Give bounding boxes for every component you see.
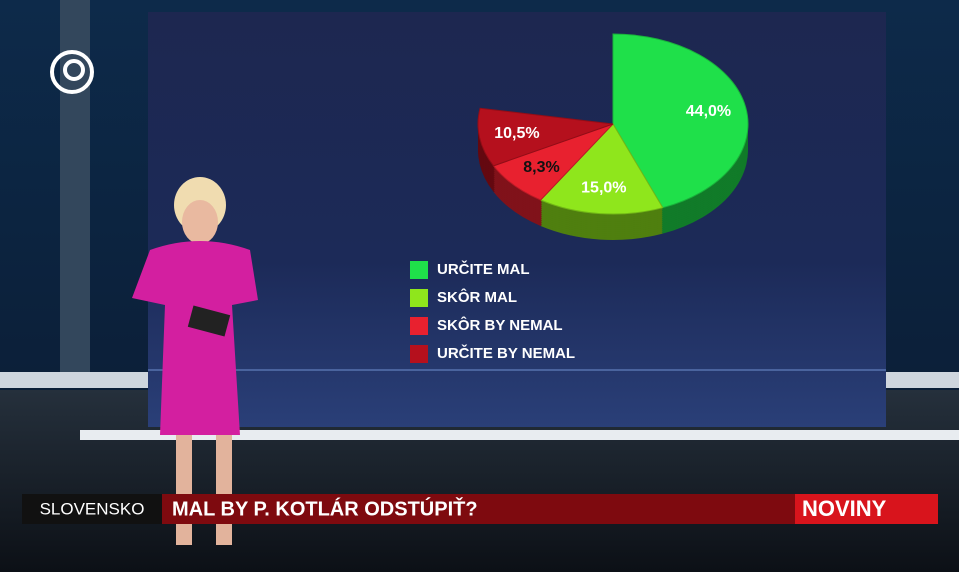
- legend-label: SKÔR MAL: [437, 288, 517, 306]
- stage-edge: [80, 430, 959, 440]
- pie-slice: [477, 107, 614, 167]
- presenter: [132, 177, 258, 545]
- legend-swatch: [410, 261, 428, 279]
- data-label: 10,5%: [494, 125, 539, 142]
- channel-logo: NOVINY: [802, 496, 887, 521]
- legend-label: URČITE MAL: [437, 260, 530, 278]
- legend-swatch: [410, 317, 428, 335]
- lower-third: SLOVENSKO MAL BY P. KOTLÁR ODSTÚPIŤ? NOV…: [22, 494, 938, 524]
- data-label: 44,0%: [686, 103, 731, 120]
- legend-swatch: [410, 289, 428, 307]
- legend-label: URČITE BY NEMAL: [437, 344, 575, 362]
- video-wall: [148, 12, 886, 427]
- pie-chart: 44,0% 15,0% 8,3% 10,5%: [477, 33, 749, 241]
- legend: URČITE MAL SKÔR MAL SKÔR BY NEMAL URČITE BY…: [410, 260, 575, 363]
- pie-slice: [539, 123, 664, 215]
- data-label: 15,0%: [581, 180, 626, 197]
- pie-slice: [612, 33, 749, 209]
- section-label: SLOVENSKO: [40, 499, 145, 518]
- channel-icon: [50, 50, 94, 94]
- data-label: 8,3%: [523, 159, 559, 176]
- legend-label: SKÔR BY NEMAL: [437, 316, 563, 334]
- legend-swatch: [410, 345, 428, 363]
- headline: MAL BY P. KOTLÁR ODSTÚPIŤ?: [172, 496, 478, 520]
